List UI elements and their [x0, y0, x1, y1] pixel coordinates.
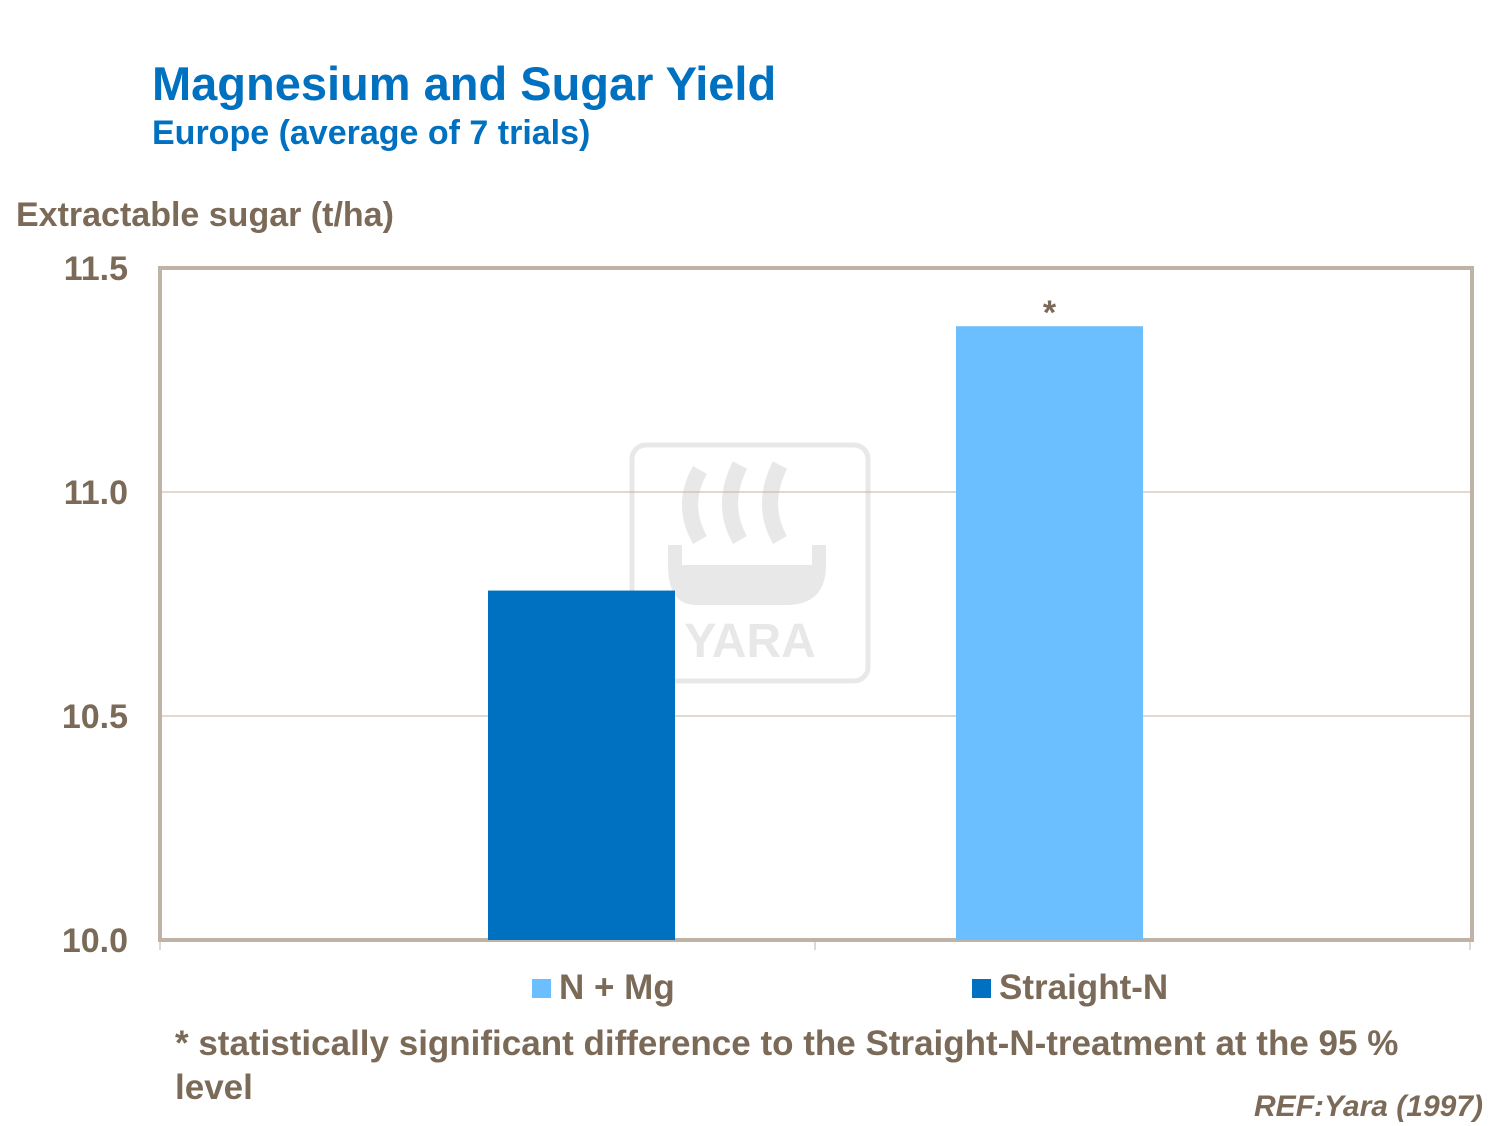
bar-straight-n [488, 590, 675, 940]
plot-area-border [158, 266, 1474, 942]
legend-item-n-mg: N + Mg [532, 968, 675, 1008]
y-tick-label: 10.0 [62, 922, 128, 960]
yara-watermark: YARA [629, 442, 871, 684]
reference: REF:Yara (1997) [1254, 1090, 1483, 1123]
bar-n-mg [956, 326, 1143, 940]
y-axis-label: Extractable sugar (t/ha) [16, 196, 394, 234]
chart-subtitle: Europe (average of 7 trials) [152, 114, 591, 152]
legend-swatch [972, 978, 991, 998]
legend-label: N + Mg [559, 968, 675, 1007]
significance-marker: * [1043, 294, 1057, 332]
legend-swatch [532, 978, 551, 998]
y-tick-label: 11.0 [64, 474, 128, 512]
y-tick-label: 11.5 [64, 250, 128, 288]
legend-item-straight-n: Straight-N [972, 968, 1168, 1008]
watermark-text: YARA [684, 615, 816, 668]
legend-label: Straight-N [999, 968, 1169, 1007]
footnote: * statistically significant difference t… [175, 1024, 1399, 1107]
y-tick-label: 10.5 [62, 698, 128, 736]
chart-title: Magnesium and Sugar Yield [152, 57, 777, 110]
